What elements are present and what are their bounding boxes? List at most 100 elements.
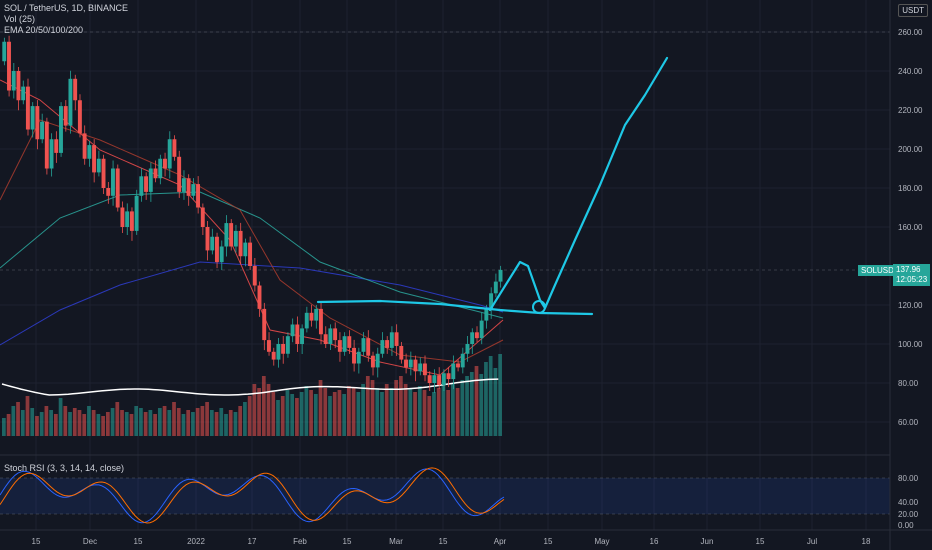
volume-bar <box>139 408 143 436</box>
candle-body <box>59 106 63 153</box>
candle-body <box>441 373 446 385</box>
candle-body <box>186 178 191 196</box>
time-axis-label: 15 <box>544 537 553 546</box>
volume-bar <box>271 392 276 436</box>
candle-body <box>120 207 125 227</box>
candle-body <box>210 236 215 251</box>
volume-indicator-label[interactable]: Vol (25) <box>4 14 36 24</box>
candle-body <box>172 139 177 157</box>
candle-body <box>295 324 300 344</box>
candle-body <box>399 345 404 360</box>
candle-body <box>460 353 465 368</box>
candle-body <box>111 168 115 196</box>
candle-body <box>144 176 149 192</box>
candle-body <box>21 86 26 101</box>
candle-body <box>394 332 399 346</box>
volume-bar <box>233 412 238 436</box>
candle-body <box>437 375 442 385</box>
candle-body <box>82 133 87 159</box>
candle-body <box>158 158 163 179</box>
volume-bar <box>11 406 16 436</box>
volume-bar <box>49 410 53 436</box>
candle-body <box>2 41 7 62</box>
volume-bar <box>436 388 441 436</box>
bar-countdown: 12:05:23 <box>896 275 928 284</box>
candle-body <box>233 230 238 247</box>
volume-bar <box>451 384 455 436</box>
volume-bar <box>493 368 498 436</box>
ema50-line <box>0 119 504 363</box>
candle-body <box>333 328 338 341</box>
volume-bar <box>304 386 309 436</box>
volume-bar <box>87 406 91 436</box>
candle-body <box>125 211 130 227</box>
last-price-badge: 137.96 12:05:23 <box>893 264 931 286</box>
volume-bar <box>389 388 394 436</box>
candle-body <box>498 269 503 282</box>
candle-body <box>54 139 59 153</box>
volume-bar <box>299 392 304 436</box>
candle-body <box>243 242 248 257</box>
candle-body <box>248 242 252 266</box>
volume-bar <box>384 384 389 436</box>
volume-bar <box>261 376 266 436</box>
volume-bar <box>309 390 313 436</box>
volume-bar <box>257 388 261 436</box>
volume-bar <box>195 408 200 436</box>
rsi-axis-label: 0.00 <box>898 521 914 530</box>
volume-bar <box>484 362 488 436</box>
candle-body <box>92 145 97 173</box>
volume-bar <box>441 382 446 436</box>
projection-path-drawing <box>488 56 669 312</box>
candle-body <box>16 71 21 101</box>
time-axis-label: 15 <box>32 537 41 546</box>
volume-ma-line <box>1 378 499 396</box>
volume-bar <box>479 374 484 436</box>
candle-body <box>196 184 201 208</box>
stoch-rsi-label[interactable]: Stoch RSI (3, 3, 14, 14, close) <box>4 463 125 473</box>
time-axis-label: Dec <box>83 537 97 546</box>
candle-body <box>224 223 229 247</box>
candle-body <box>493 281 498 294</box>
volume-bar <box>432 392 436 436</box>
candle-body <box>300 328 304 344</box>
candle-body <box>404 359 408 368</box>
rsi-axis-label: 20.00 <box>898 510 919 519</box>
volume-bar <box>403 384 408 436</box>
volume-bar <box>228 410 233 436</box>
time-axis-label: Jun <box>701 537 714 546</box>
currency-badge[interactable]: USDT <box>898 4 928 17</box>
candle-body <box>361 338 366 352</box>
candle-body <box>115 168 120 208</box>
candle-body <box>474 332 479 339</box>
candle-body <box>418 363 423 372</box>
volume-bar <box>53 414 58 436</box>
candle-body <box>153 168 158 179</box>
volume-bar <box>313 394 318 436</box>
candle-body <box>49 139 54 169</box>
volume-bar <box>214 412 219 436</box>
volume-bar <box>332 392 337 436</box>
volume-bar <box>200 406 205 436</box>
volume-bar <box>280 396 285 436</box>
volume-bar <box>375 388 380 436</box>
volume-bar <box>186 410 191 436</box>
volume-bar <box>2 418 6 436</box>
candle-body <box>25 86 30 130</box>
candle-body <box>465 344 470 354</box>
volume-bar <box>417 386 422 436</box>
price-axis-label: 60.00 <box>898 418 919 427</box>
candle-body <box>318 308 323 335</box>
support-line-drawing <box>316 299 594 316</box>
candle-body <box>134 195 139 231</box>
time-axis-label: 16 <box>650 537 659 546</box>
candle-body <box>276 344 281 360</box>
volume-bar <box>488 356 493 436</box>
price-axis-label: 120.00 <box>898 301 923 310</box>
symbol-title[interactable]: SOL / TetherUS, 1D, BINANCE <box>4 3 129 13</box>
candle-body <box>375 353 380 368</box>
candle-body <box>63 106 68 126</box>
ema-indicator-label[interactable]: EMA 20/50/100/200 <box>4 25 84 35</box>
price-axis-label: 160.00 <box>898 223 923 232</box>
